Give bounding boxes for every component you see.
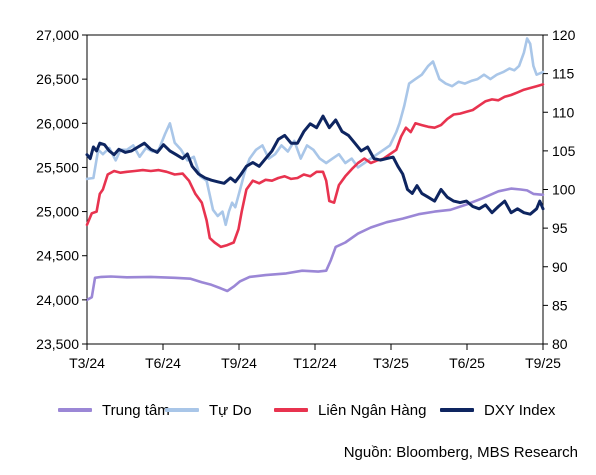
legend-label: Liên Ngân Hàng (318, 401, 427, 419)
y-left-tick-label: 27,000 (36, 27, 79, 43)
legend-swatch (165, 408, 199, 412)
y-left-tick-label: 24,000 (36, 292, 79, 308)
y-right-tick-label: 85 (552, 297, 568, 313)
series-line-trung-tam (85, 187, 545, 302)
source-note: Nguồn: Bloomberg, MBS Research (343, 444, 578, 461)
y-right-tick-label: 100 (552, 182, 576, 198)
y-right-tick-label: 115 (552, 66, 575, 82)
series-line-lien-ngan-hang (85, 83, 545, 249)
legend-item-lien-ngan-hang: Liên Ngân Hàng (274, 398, 426, 422)
legend-item-tu-do: Tự Do (165, 398, 252, 422)
y-right-tick-label: 120 (552, 27, 576, 43)
y-left-tick-label: 25,500 (36, 159, 79, 175)
y-left-tick-label: 25,000 (36, 204, 79, 220)
x-tick-label: T3/24 (69, 355, 105, 371)
legend-item-dxy-index: DXY Index (440, 398, 555, 422)
y-left-tick-label: 24,500 (36, 248, 79, 264)
y-left-tick-label: 23,500 (36, 336, 79, 352)
x-tick-label: T9/24 (221, 355, 257, 371)
x-tick-label: T3/25 (373, 355, 409, 371)
y-right-tick-label: 105 (552, 143, 576, 159)
legend-swatch (274, 408, 308, 412)
legend-swatch (58, 408, 92, 412)
legend-label: Tự Do (209, 401, 252, 419)
legend-label: Trung tâm (102, 401, 170, 419)
plot-border (86, 34, 544, 345)
axes-layer: 23,500 24,000 24,500 25,000 25,500 26,000 26,5… (36, 27, 575, 371)
y-right-tick-label: 95 (552, 220, 568, 236)
series-line-dxy-index (85, 114, 545, 216)
x-tick-label: T12/24 (293, 355, 337, 371)
x-tick-label: T6/25 (449, 355, 485, 371)
legend-item-trung-tam: Trung tâm (58, 398, 170, 422)
y-right-tick-label: 110 (552, 104, 575, 120)
plot-frame (86, 34, 544, 345)
y-right-tick-label: 80 (552, 336, 568, 352)
series-layer (85, 37, 545, 302)
x-tick-label: T9/25 (525, 355, 561, 371)
x-tick-label: T6/24 (145, 355, 181, 371)
legend-label: DXY Index (484, 401, 556, 419)
chart: 23,500 24,000 24,500 25,000 25,500 26,000 26,5… (36, 27, 575, 371)
legend: Trung tâm Tự Do Liên Ngân Hàng DXY Index (0, 398, 596, 422)
y-right-tick-label: 90 (552, 259, 568, 275)
y-left-tick-label: 26,500 (36, 71, 79, 87)
y-left-tick-label: 26,000 (36, 115, 79, 131)
series-line-tu-do (85, 37, 545, 227)
legend-swatch (440, 408, 474, 412)
